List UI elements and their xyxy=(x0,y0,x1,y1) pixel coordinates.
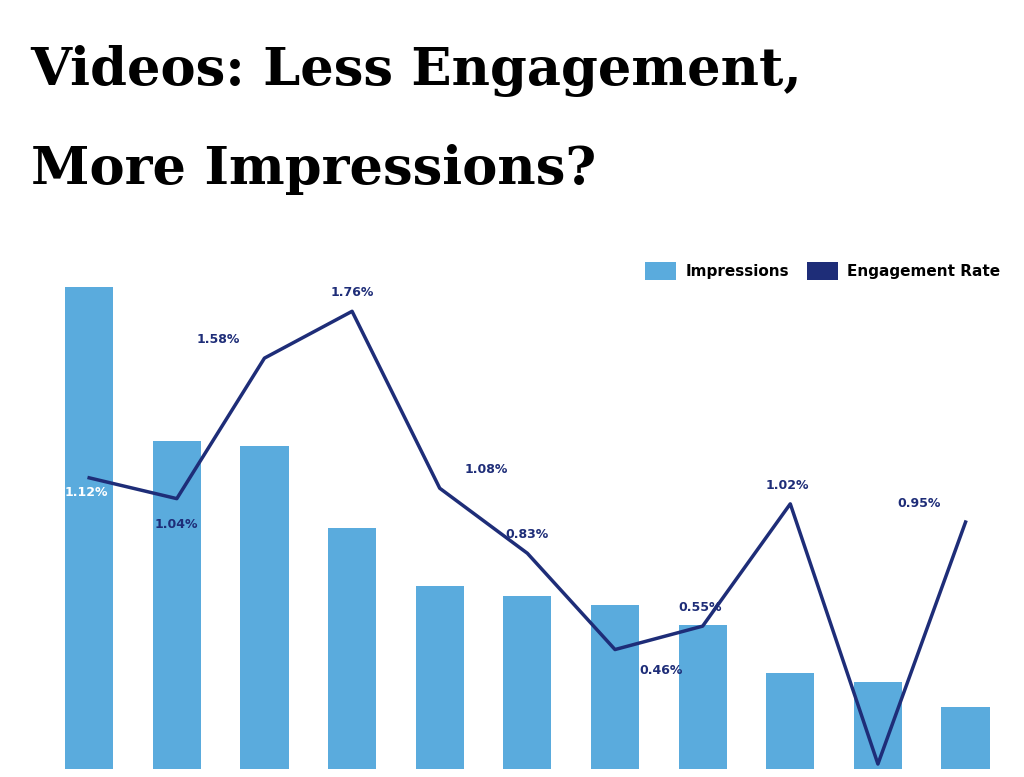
Text: 1.12%: 1.12% xyxy=(65,486,109,499)
Text: 1.08%: 1.08% xyxy=(464,463,508,476)
Text: 1.04%: 1.04% xyxy=(155,518,199,531)
Text: Videos: Less Engagement,: Videos: Less Engagement, xyxy=(31,45,803,97)
Bar xyxy=(591,605,639,769)
Legend: Impressions, Engagement Rate: Impressions, Engagement Rate xyxy=(639,256,1007,286)
Text: 0.46%: 0.46% xyxy=(640,664,683,677)
Bar xyxy=(241,446,289,769)
Text: 0.95%: 0.95% xyxy=(898,497,941,510)
Bar xyxy=(328,528,376,769)
Bar xyxy=(153,441,201,769)
Bar xyxy=(679,625,727,769)
Text: 1.58%: 1.58% xyxy=(197,333,240,346)
Text: 0.55%: 0.55% xyxy=(678,601,722,614)
Text: More Impressions?: More Impressions? xyxy=(31,145,596,195)
Text: 1.02%: 1.02% xyxy=(766,479,809,492)
Bar xyxy=(941,706,989,769)
Bar xyxy=(416,586,464,769)
Bar xyxy=(503,596,552,769)
Bar xyxy=(66,287,114,769)
Text: 0.83%: 0.83% xyxy=(506,528,549,542)
Text: 1.76%: 1.76% xyxy=(331,286,374,299)
Bar xyxy=(854,682,902,769)
Bar xyxy=(766,673,814,769)
